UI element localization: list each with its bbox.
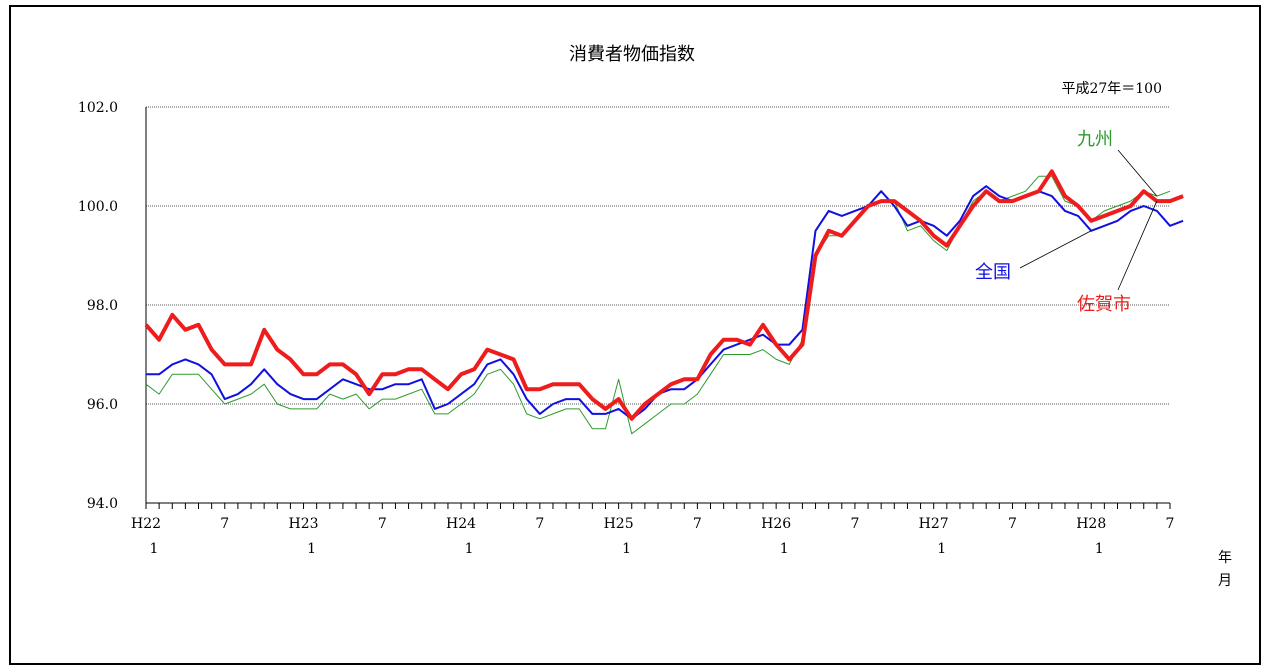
callout-leader-0 [1117,149,1158,197]
x-tick-label: H26 [761,516,791,532]
series-lines [144,169,1184,435]
series-line-1 [146,185,1184,420]
series-label-1: 全国 [975,262,1011,283]
series-line-2 [144,169,1184,421]
x-tick-label: H24 [446,516,476,532]
x-tick-label: 7 [220,516,229,532]
x-tick-label: 7 [1166,516,1175,532]
callout-leader-2 [1117,200,1158,291]
x-tick-sublabel: 1 [780,541,789,557]
x-unit-month: 月 [1218,573,1232,589]
y-tick-label: 98.0 [87,298,118,314]
x-tick-sublabel: 1 [937,541,946,557]
x-tick-sublabel: 1 [622,541,631,557]
chart-subtitle: 平成27年＝100 [1061,81,1162,97]
x-tick-label: H25 [604,516,634,532]
x-unit-year: 年 [1218,550,1232,566]
x-tick-sublabel: 1 [465,541,474,557]
x-tick-sublabel: 1 [1095,541,1104,557]
y-tick-label: 96.0 [87,397,118,413]
y-tick-labels: 94.0 96.0 98.0 100.0 102.0 [78,100,118,512]
x-tick-label: 7 [535,516,544,532]
x-tick-label: 7 [1008,516,1017,532]
x-tick-label: 7 [693,516,702,532]
callout-leader-1 [1019,230,1092,269]
x-tick-label: H23 [289,516,319,532]
x-tick-label: H28 [1076,516,1106,532]
series-label-0: 九州 [1077,129,1113,150]
y-tick-label: 102.0 [78,100,118,116]
grid-lines [146,106,1170,405]
x-tick-label: 7 [378,516,387,532]
series-label-2: 佐賀市 [1077,294,1131,315]
x-tick-label: H22 [131,516,161,532]
y-tick-label: 100.0 [78,199,118,215]
x-tick-label: H27 [919,516,949,532]
x-tick-sublabel: 1 [307,541,316,557]
axes [145,107,1171,509]
x-tick-labels: H22 1 7 H23 1 7 H24 1 7 H25 1 7 H26 1 7 H27 1 7 H28 1 7 [131,516,1174,557]
x-tick-sublabel: 1 [150,541,159,557]
x-tick-label: 7 [850,516,859,532]
chart-canvas: 消費者物価指数 平成27年＝100 94.0 96.0 98.0 100.0 102.0… [78,44,1232,589]
chart-title: 消費者物価指数 [569,44,695,65]
y-tick-label: 94.0 [87,496,118,512]
